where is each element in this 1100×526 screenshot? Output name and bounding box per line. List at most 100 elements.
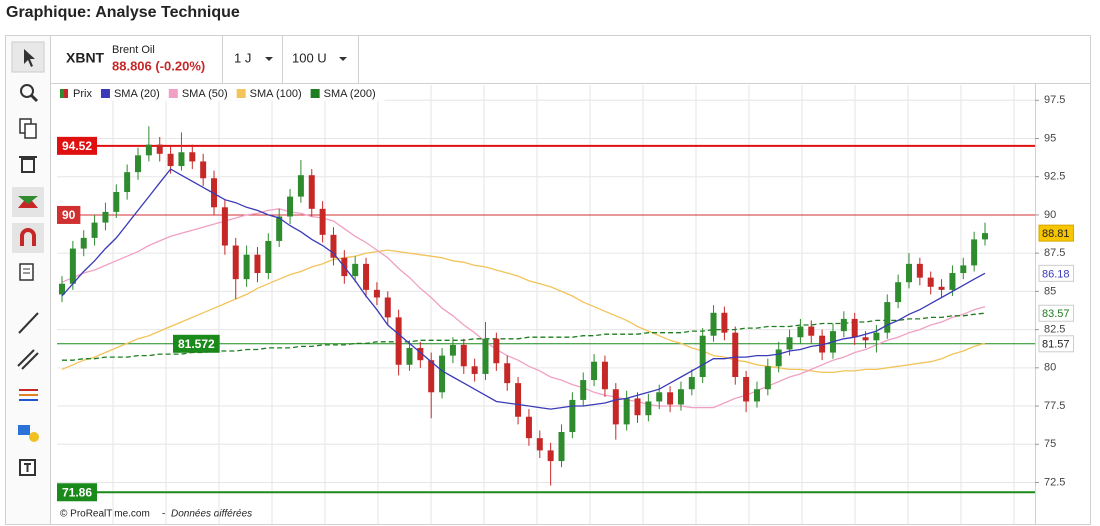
- candle-body: [677, 389, 684, 405]
- y-tick-label: 92.5: [1044, 171, 1065, 183]
- candle-body: [373, 289, 380, 298]
- candle-body: [515, 383, 522, 417]
- level-label: 81.572: [178, 337, 215, 351]
- text-icon[interactable]: [24, 463, 31, 472]
- candle-body: [612, 389, 619, 425]
- legend-swatch: [236, 89, 246, 98]
- value-badge: [1038, 224, 1075, 242]
- tool-button-active[interactable]: [12, 223, 44, 253]
- candle-body: [536, 438, 543, 451]
- level-label-box: [57, 136, 98, 155]
- candle-body: [189, 152, 196, 162]
- candle-body: [135, 155, 142, 173]
- candle-body: [786, 337, 793, 350]
- candle-body: [460, 344, 467, 367]
- level-label-box: [57, 205, 81, 224]
- copy-icon[interactable]: [24, 123, 37, 139]
- zoom-icon[interactable]: [29, 93, 39, 103]
- sma-line: [61, 249, 986, 374]
- zoom-icon[interactable]: [20, 84, 34, 98]
- candle-body: [645, 401, 652, 416]
- candle-body: [449, 344, 456, 356]
- candle-body: [428, 360, 435, 393]
- units-select[interactable]: 100 U: [292, 50, 327, 65]
- candle-body: [91, 222, 98, 238]
- legend-swatch: [64, 89, 68, 98]
- candle-body: [656, 392, 663, 402]
- candle-body: [797, 326, 804, 338]
- dropdown-arrow[interactable]: [339, 57, 347, 61]
- quote: 88.806 (-0.20%): [112, 58, 205, 73]
- candle-body: [667, 392, 674, 405]
- footer-source: © ProRealTime.com: [60, 509, 150, 520]
- y-tick-label: 85: [1044, 285, 1056, 297]
- candle-body: [200, 161, 207, 179]
- candle-body: [384, 297, 391, 318]
- value-badge: [1038, 335, 1075, 353]
- channel-icon[interactable]: [17, 349, 35, 367]
- sma-line: [61, 168, 986, 410]
- channel-icon[interactable]: [21, 352, 39, 370]
- candle-body: [927, 277, 934, 287]
- level-label: 71.86: [62, 485, 92, 499]
- candle-body: [851, 318, 858, 338]
- candle-body: [808, 326, 815, 336]
- sma-line: [62, 312, 986, 361]
- magnet-icon[interactable]: [20, 228, 36, 246]
- candle-body: [59, 283, 65, 295]
- candle-body: [743, 376, 750, 402]
- candle-body: [178, 152, 185, 167]
- y-tick-label: 87.5: [1044, 247, 1065, 259]
- levels: 94.52 90 81.572 71.86: [57, 136, 1035, 502]
- symbol: XBNT: [66, 50, 105, 66]
- candle-body: [916, 263, 923, 278]
- shape-icon[interactable]: [29, 432, 39, 442]
- candle-body: [569, 399, 576, 433]
- shape-icon[interactable]: [18, 425, 30, 435]
- candle-body: [363, 263, 370, 290]
- level-label-box: [57, 483, 98, 502]
- candle-body: [699, 335, 706, 377]
- candle-body: [862, 337, 869, 341]
- value-badge-label: 86.18: [1042, 268, 1070, 280]
- line-tool-icon[interactable]: [18, 312, 39, 334]
- candle-body: [232, 245, 239, 280]
- list-icon[interactable]: [19, 263, 34, 281]
- pointer-icon[interactable]: [24, 49, 35, 67]
- candle-body: [558, 432, 565, 462]
- candle-body: [417, 347, 424, 361]
- candle-body: [243, 254, 250, 280]
- legend-label: SMA (100): [250, 88, 302, 100]
- delete-icon[interactable]: [21, 158, 35, 173]
- candle-body: [113, 192, 120, 212]
- legend-swatch: [100, 89, 110, 98]
- legend: Prix SMA (20) SMA (50) SMA (100) SMA (200): [57, 85, 385, 101]
- y-tick-label: 75: [1044, 438, 1056, 450]
- legend-bg: [57, 85, 385, 101]
- candle-body: [884, 302, 891, 333]
- candle-body: [80, 237, 87, 249]
- sma-line: [61, 208, 986, 409]
- candle-body: [156, 144, 163, 154]
- trade-icon[interactable]: [18, 196, 38, 204]
- candle-body: [775, 349, 782, 367]
- period-select[interactable]: 1 J: [234, 50, 251, 65]
- candle-body: [905, 263, 912, 283]
- legend-label: SMA (50): [182, 88, 228, 100]
- candle-body: [764, 366, 771, 390]
- page-title: Graphique: Analyse Technique: [6, 4, 240, 21]
- candle-body: [688, 376, 695, 390]
- candle-body: [406, 347, 413, 365]
- candle-body: [319, 208, 326, 235]
- legend-label: SMA (200): [324, 88, 376, 100]
- y-tick-label: 77.5: [1044, 400, 1065, 412]
- candle-body: [721, 312, 728, 333]
- y-tick-label: 90: [1044, 209, 1056, 221]
- candle-body: [634, 398, 641, 416]
- toolbar: [5, 35, 51, 525]
- candle-body: [308, 175, 315, 209]
- candle-body: [982, 233, 988, 240]
- dropdown-arrow[interactable]: [265, 57, 273, 61]
- candle-body: [971, 239, 978, 266]
- candle-body: [547, 450, 554, 462]
